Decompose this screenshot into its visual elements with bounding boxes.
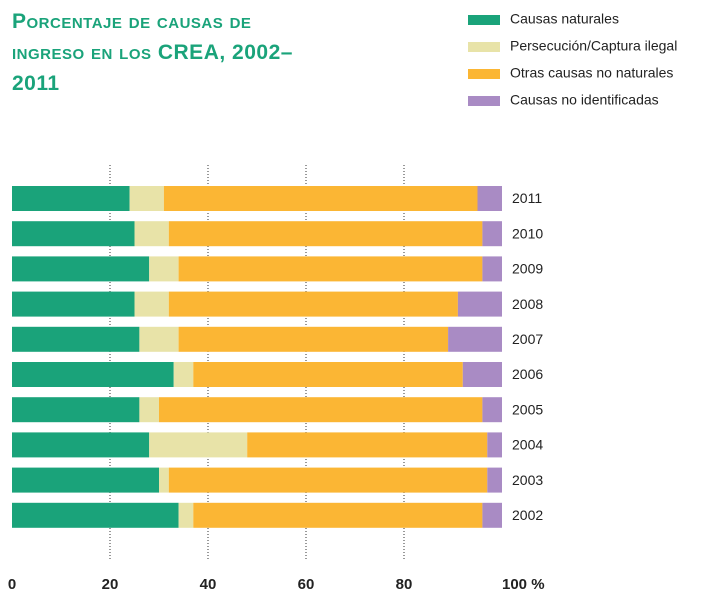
bar-segment (12, 221, 135, 247)
bar-segment (149, 432, 248, 458)
bar-segment (12, 467, 159, 493)
y-tick-label: 2008 (512, 296, 543, 312)
bar-segment (168, 221, 483, 247)
legend-swatch (468, 69, 500, 79)
x-tick-label: 40 (200, 576, 217, 593)
y-tick-label: 2005 (512, 401, 543, 417)
y-tick-label: 2010 (512, 225, 543, 241)
bar-segment (487, 467, 502, 493)
bar-segment (12, 186, 130, 211)
legend-swatch (468, 42, 500, 52)
bar-segment (12, 256, 150, 282)
bar-segment (482, 502, 502, 528)
x-tick-label: 80 (396, 576, 413, 593)
bar-segment (448, 326, 502, 352)
bar-segment (163, 186, 478, 211)
bar-segment (482, 256, 502, 282)
bar-segment (149, 256, 179, 282)
chart-title: Porcentaje de causas de ingreso en los C… (12, 10, 293, 95)
legend-label: Causas no identificadas (510, 92, 659, 108)
bar-segment (168, 291, 458, 317)
x-tick-label: 20 (102, 576, 119, 593)
legend-label: Otras causas no naturales (510, 65, 673, 81)
legend-label: Persecución/Captura ilegal (510, 38, 677, 54)
y-tick-label: 2007 (512, 331, 543, 347)
bar-segment (12, 326, 140, 352)
x-tick-label: 60 (298, 576, 315, 593)
y-tick-label: 2003 (512, 472, 543, 488)
bar-segment (139, 397, 159, 423)
bar-segment (159, 467, 169, 493)
bar-segment (487, 432, 502, 458)
bar-segment (247, 432, 488, 458)
legend-label: Causas naturales (510, 11, 619, 27)
bar-segment (129, 186, 164, 211)
y-tick-label: 2004 (512, 437, 543, 453)
legend-swatch (468, 96, 500, 106)
bar-segment (178, 326, 449, 352)
y-tick-label: 2002 (512, 507, 543, 523)
bar-segment (457, 291, 502, 317)
y-tick-label: 2009 (512, 261, 543, 277)
bar-segment (12, 397, 140, 423)
bar-segment (193, 362, 463, 387)
bar-segment (134, 291, 169, 317)
bar-segment (482, 221, 502, 247)
bar-segment (168, 467, 488, 493)
bar-segment (134, 221, 169, 247)
bar-segment (173, 362, 194, 387)
y-tick-label: 2006 (512, 366, 543, 382)
bar-segment (193, 502, 483, 528)
x-tick-label: 0 (8, 576, 16, 593)
bar-segment (178, 502, 194, 528)
bar-segment (12, 502, 179, 528)
bar-segment (482, 397, 502, 423)
bar-segment (159, 397, 483, 423)
bar-segment (139, 326, 179, 352)
bar-segment (12, 362, 174, 387)
legend-swatch (468, 15, 500, 25)
bar-segment (12, 291, 135, 317)
bar-segment (12, 432, 150, 458)
y-tick-label: 2011 (512, 190, 542, 206)
bar-segment (477, 186, 502, 211)
bar-segment (178, 256, 483, 282)
bar-segment (462, 362, 502, 387)
x-tick-label: 100 % (502, 576, 545, 593)
